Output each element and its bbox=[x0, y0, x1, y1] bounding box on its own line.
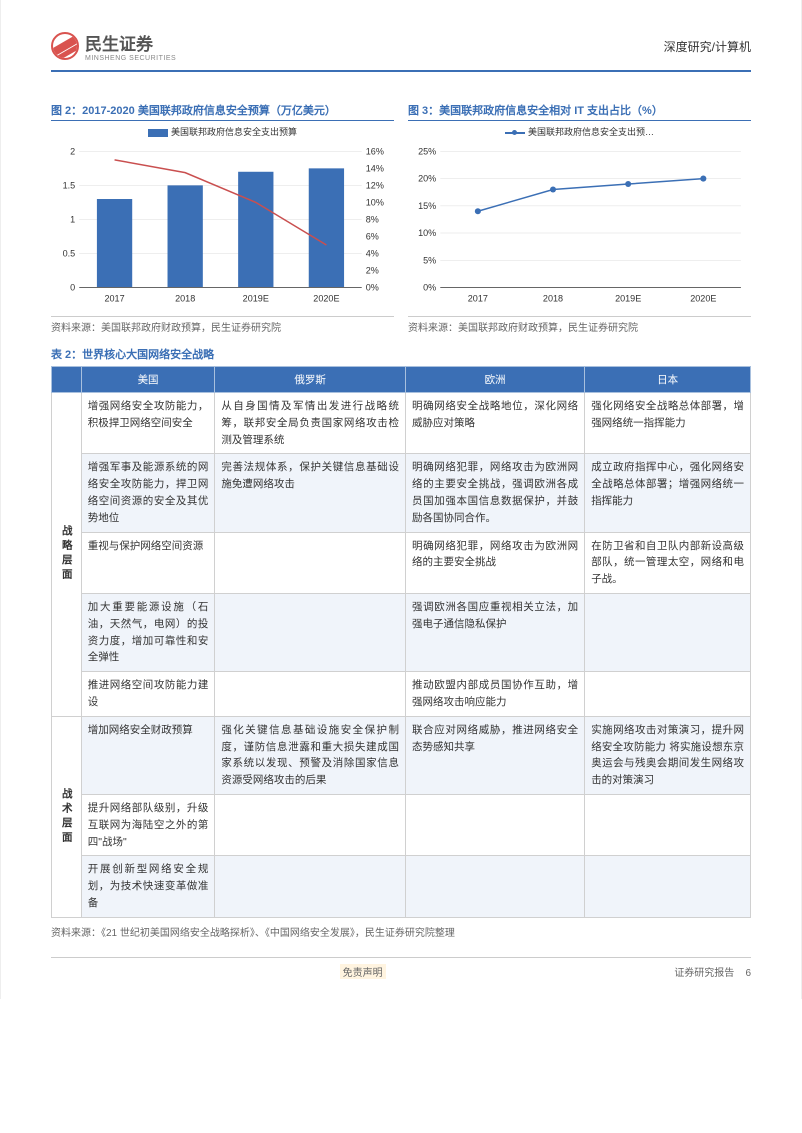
table-cell: 加大重要能源设施（石油，天然气，电网）的投资力度，增加可靠性和安全弹性 bbox=[81, 593, 215, 671]
logo: 民生证券 MINSHENG SECURITIES bbox=[51, 30, 176, 62]
svg-text:15%: 15% bbox=[418, 201, 436, 211]
logo-icon bbox=[51, 32, 79, 60]
svg-text:1.5: 1.5 bbox=[63, 180, 76, 190]
svg-text:4%: 4% bbox=[366, 249, 379, 259]
svg-text:1: 1 bbox=[70, 214, 75, 224]
table-cell: 强化关键信息基础设施安全保护制度，谨防信息泄露和重大损失建成国家系统以发现、预警… bbox=[215, 716, 406, 794]
svg-text:25%: 25% bbox=[418, 146, 436, 156]
table-cell: 明确网络犯罪，网络攻击为欧洲网络的主要安全挑战 bbox=[405, 532, 584, 593]
table-cell bbox=[215, 532, 406, 593]
table-cell bbox=[585, 593, 751, 671]
table-cell bbox=[215, 794, 406, 855]
svg-text:16%: 16% bbox=[366, 146, 384, 156]
chart-ratio: 图 3：美国联邦政府信息安全相对 IT 支出占比（%） 美国联邦政府信息安全支出… bbox=[408, 102, 751, 334]
svg-text:0%: 0% bbox=[423, 283, 436, 293]
table-cell: 完善法规体系，保护关键信息基础设施免遭网络攻击 bbox=[215, 454, 406, 532]
svg-text:2020E: 2020E bbox=[313, 294, 339, 304]
svg-text:10%: 10% bbox=[366, 197, 384, 207]
svg-text:2019E: 2019E bbox=[615, 294, 641, 304]
table-header bbox=[52, 367, 82, 393]
logo-en: MINSHENG SECURITIES bbox=[85, 55, 176, 62]
table-cell: 开展创新型网络安全规划，为技术快速变革做准备 bbox=[81, 856, 215, 917]
table-cell bbox=[215, 593, 406, 671]
svg-text:2020E: 2020E bbox=[690, 294, 716, 304]
svg-text:8%: 8% bbox=[366, 214, 379, 224]
table-title: 表 2：世界核心大国网络安全战略 bbox=[51, 346, 751, 362]
table-cell: 强化网络安全战略总体部署，增强网络统一指挥能力 bbox=[585, 393, 751, 454]
svg-text:2018: 2018 bbox=[175, 294, 195, 304]
table-cell: 增强网络安全攻防能力，积极捍卫网络空间安全 bbox=[81, 393, 215, 454]
table-cell bbox=[585, 856, 751, 917]
header-category: 深度研究/计算机 bbox=[664, 38, 751, 55]
svg-text:2017: 2017 bbox=[468, 294, 488, 304]
footer-right: 证券研究报告 6 bbox=[674, 964, 751, 979]
svg-text:6%: 6% bbox=[366, 231, 379, 241]
table-header: 俄罗斯 bbox=[215, 367, 406, 393]
chart2-legend: 美国联邦政府信息安全支出预… bbox=[408, 125, 751, 138]
chart2-title: 图 3：美国联邦政府信息安全相对 IT 支出占比（%） bbox=[408, 102, 751, 121]
chart1-source: 资料来源：美国联邦政府财政预算，民生证券研究院 bbox=[51, 316, 394, 334]
svg-text:10%: 10% bbox=[418, 228, 436, 238]
chart1-svg: 0 0.5 1 1.5 2 0% 2% 4% 6% 8% 10% 12% 14% 16% 2017 2018 2… bbox=[51, 142, 394, 312]
table-cell bbox=[215, 856, 406, 917]
table-cell: 推动欧盟内部成员国协作互助，增强网络攻击响应能力 bbox=[405, 672, 584, 717]
table-source: 资料来源：《21 世纪初美国网络安全战略探析》、《中国网络安全发展》，民生证券研… bbox=[51, 922, 751, 939]
table-cell: 从自身国情及军情出发进行战略统筹，联邦安全局负责国家网络攻击检测及管理系统 bbox=[215, 393, 406, 454]
table-cell: 在防卫省和自卫队内部新设高级部队，统一管理太空，网络和电子战。 bbox=[585, 532, 751, 593]
svg-text:12%: 12% bbox=[366, 180, 384, 190]
strategy-table: 美国俄罗斯欧洲日本 战略层面增强网络安全攻防能力，积极捍卫网络空间安全从自身国情… bbox=[51, 366, 751, 918]
row-group-label: 战略层面 bbox=[52, 393, 82, 717]
table-cell: 联合应对网络威胁，推进网络安全态势感知共享 bbox=[405, 716, 584, 794]
chart1-title: 图 2：2017-2020 美国联邦政府信息安全预算（万亿美元） bbox=[51, 102, 394, 121]
chart2-source: 资料来源：美国联邦政府财政预算，民生证券研究院 bbox=[408, 316, 751, 334]
table-cell: 重视与保护网络空间资源 bbox=[81, 532, 215, 593]
page-header: 民生证券 MINSHENG SECURITIES 深度研究/计算机 bbox=[51, 30, 751, 72]
table-cell: 增强军事及能源系统的网络安全攻防能力，捍卫网络空间资源的安全及其优势地位 bbox=[81, 454, 215, 532]
svg-text:2018: 2018 bbox=[543, 294, 563, 304]
svg-text:20%: 20% bbox=[418, 174, 436, 184]
svg-text:2019E: 2019E bbox=[243, 294, 269, 304]
table-cell: 推进网络空间攻防能力建设 bbox=[81, 672, 215, 717]
table-cell bbox=[405, 794, 584, 855]
svg-text:0: 0 bbox=[70, 283, 75, 293]
table-header: 美国 bbox=[81, 367, 215, 393]
chart-budget: 图 2：2017-2020 美国联邦政府信息安全预算（万亿美元） 美国联邦政府信… bbox=[51, 102, 394, 334]
svg-text:14%: 14% bbox=[366, 163, 384, 173]
table-cell: 明确网络犯罪，网络攻击为欧洲网络的主要安全挑战，强调欧洲各成员国加强本国信息数据… bbox=[405, 454, 584, 532]
table-cell: 增加网络安全财政预算 bbox=[81, 716, 215, 794]
table-cell bbox=[405, 856, 584, 917]
svg-text:0.5: 0.5 bbox=[63, 249, 76, 259]
svg-text:5%: 5% bbox=[423, 255, 436, 265]
table-cell: 强调欧洲各国应重视相关立法，加强电子通信隐私保护 bbox=[405, 593, 584, 671]
table-cell bbox=[585, 672, 751, 717]
table-header: 日本 bbox=[585, 367, 751, 393]
logo-cn: 民生证券 bbox=[85, 30, 176, 55]
table-cell: 明确网络安全战略地位，深化网络威胁应对策略 bbox=[405, 393, 584, 454]
svg-text:0%: 0% bbox=[366, 283, 379, 293]
table-cell: 实施网络攻击对策演习，提升网络安全攻防能力 将实施设想东京奥运会与残奥会期间发生… bbox=[585, 716, 751, 794]
chart1-legend: 美国联邦政府信息安全支出预算 bbox=[51, 125, 394, 138]
chart2-svg: 0% 5% 10% 15% 20% 25% 2017 2018 2019E 2020E bbox=[408, 142, 751, 312]
row-group-label: 战术层面 bbox=[52, 716, 82, 917]
table-cell bbox=[585, 794, 751, 855]
table-cell: 成立政府指挥中心，强化网络安全战略总体部署；增强网络统一指挥能力 bbox=[585, 454, 751, 532]
page-footer: 免责声明 证券研究报告 6 bbox=[51, 957, 751, 979]
svg-text:2%: 2% bbox=[366, 266, 379, 276]
table-cell: 提升网络部队级别，升级互联网为海陆空之外的第四"战场" bbox=[81, 794, 215, 855]
footer-disclaimer: 免责声明 bbox=[340, 964, 386, 979]
svg-text:2: 2 bbox=[70, 146, 75, 156]
table-cell bbox=[215, 672, 406, 717]
table-header: 欧洲 bbox=[405, 367, 584, 393]
svg-text:2017: 2017 bbox=[104, 294, 124, 304]
